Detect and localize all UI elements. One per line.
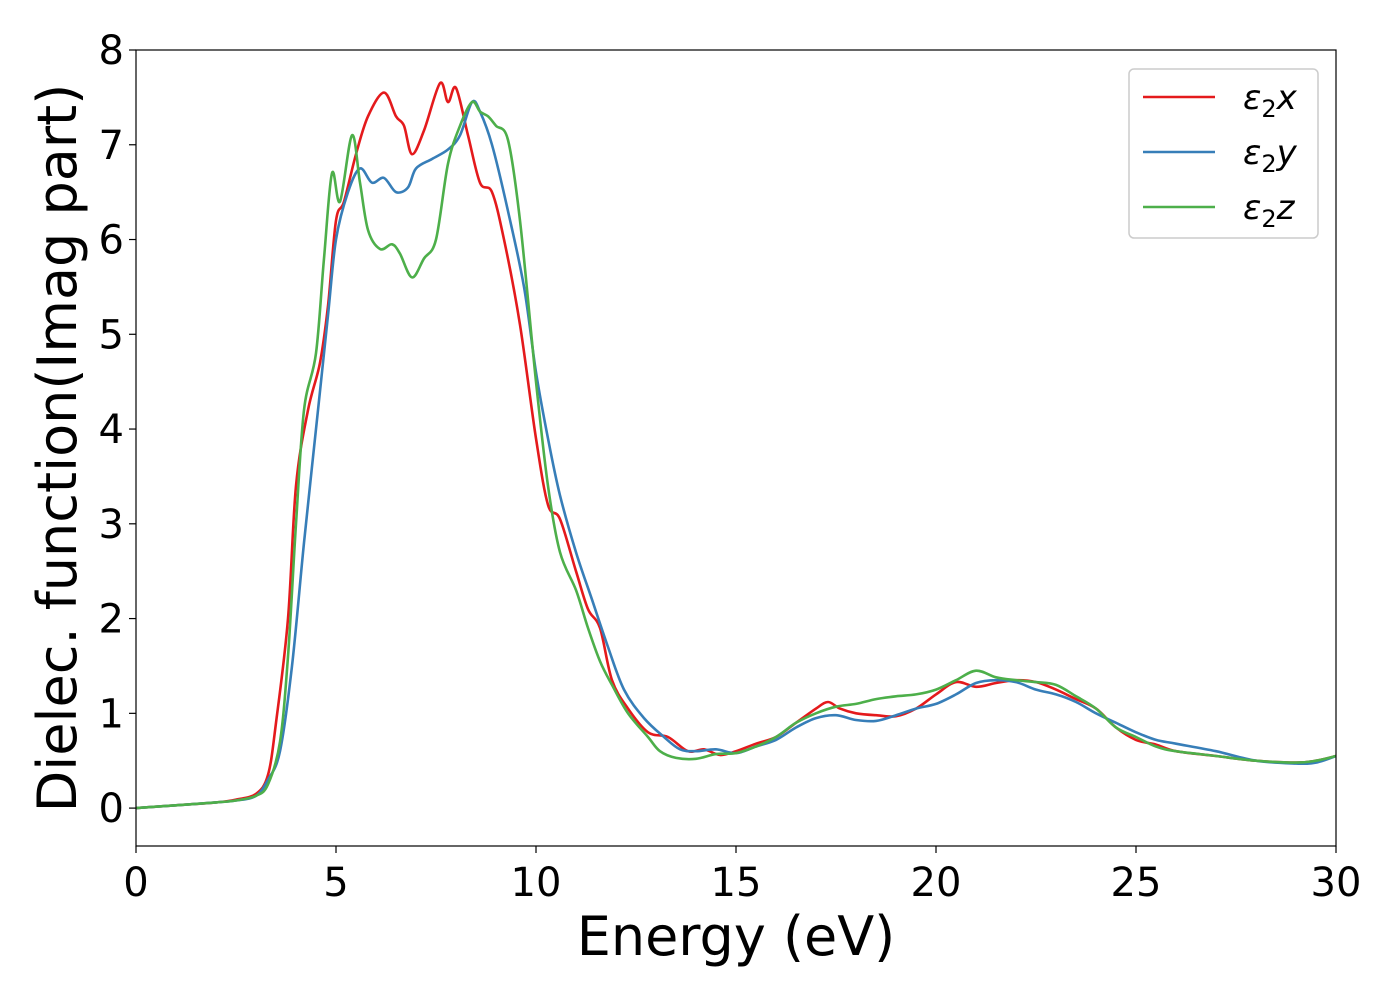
x-tick-label: 10	[511, 860, 562, 906]
y-tick-label: 2	[99, 597, 124, 643]
y-tick-label: 3	[99, 502, 124, 548]
y-tick-label: 4	[99, 407, 124, 453]
x-axis: 0 5 10 15 20 25 30	[123, 846, 1361, 906]
y-tick-label: 6	[99, 218, 124, 264]
legend-frame	[1128, 68, 1319, 239]
y-axis: 0 1 2 3 4 5 6 7 8	[99, 28, 136, 832]
y-tick-label: 0	[99, 786, 124, 832]
x-tick-label: 0	[123, 860, 148, 906]
legend: ε2x ε2y ε2z	[1128, 68, 1319, 239]
x-tick-label: 5	[323, 860, 348, 906]
legend-label-z: ε2z	[1243, 188, 1296, 233]
x-tick-label: 30	[1311, 860, 1362, 906]
series-layer	[135, 81, 1337, 810]
series-line-y	[135, 99, 1337, 810]
x-tick-label: 15	[711, 860, 762, 906]
y-tick-label: 7	[99, 123, 124, 169]
x-axis-title: Energy (eV)	[577, 905, 896, 968]
legend-label-x: ε2x	[1243, 78, 1298, 123]
series-line-z	[135, 100, 1337, 810]
legend-label-y: ε2y	[1243, 133, 1298, 178]
y-tick-label: 1	[99, 691, 124, 737]
y-tick-label: 8	[99, 28, 124, 74]
x-tick-label: 25	[1111, 860, 1162, 906]
x-tick-label: 20	[911, 860, 962, 906]
y-axis-title: Dielec. function(Imag part)	[26, 84, 89, 813]
y-tick-label: 5	[99, 312, 124, 358]
